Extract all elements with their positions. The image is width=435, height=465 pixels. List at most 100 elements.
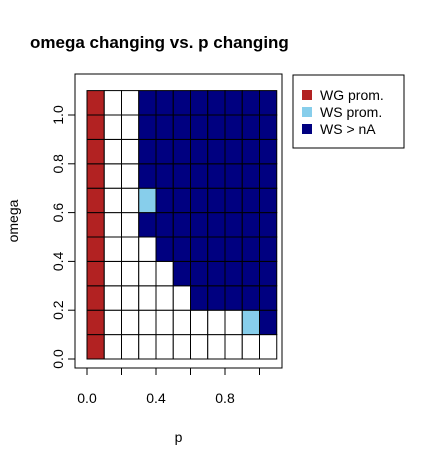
heatmap-cell: [241, 285, 260, 311]
heatmap-cell: [103, 163, 122, 189]
heatmap-cell: [155, 334, 174, 360]
heatmap-cell: [86, 309, 105, 336]
heatmap-cell: [224, 260, 243, 287]
heatmap-cell: [121, 309, 140, 336]
heatmap-cell: [138, 285, 157, 311]
heatmap-cell: [259, 163, 278, 189]
heatmap-cell: [172, 138, 191, 165]
heatmap-cell: [190, 309, 209, 336]
heatmap-cell: [103, 187, 122, 214]
heatmap-cell: [155, 138, 174, 165]
heatmap-cell: [121, 236, 140, 262]
heatmap-cell: [241, 236, 260, 262]
heatmap-cell: [155, 187, 174, 214]
heatmap-cell: [207, 138, 226, 165]
heatmap-cell: [155, 260, 174, 287]
heatmap-cell: [190, 138, 209, 165]
heatmap-cell: [190, 90, 209, 116]
heatmap-cell: [103, 309, 122, 336]
heatmap-cell: [190, 334, 209, 360]
heatmap-cell: [259, 260, 278, 287]
y-tick-label: 0.4: [50, 251, 66, 271]
heatmap-cell: [172, 334, 191, 360]
heatmap-cell: [155, 114, 174, 140]
heatmap-cell: [103, 334, 122, 360]
heatmap-cell: [241, 187, 260, 214]
heatmap-cell: [172, 90, 191, 116]
heatmap-cell: [138, 260, 157, 287]
heatmap-cell: [121, 212, 140, 238]
heatmap-cell: [207, 163, 226, 189]
heatmap-cell: [207, 309, 226, 336]
heatmap-cell: [121, 90, 140, 116]
heatmap-cell: [190, 212, 209, 238]
heatmap-cell: [155, 212, 174, 238]
heatmap-cell: [259, 236, 278, 262]
heatmap-cell: [103, 260, 122, 287]
x-tick-label: 0.8: [215, 390, 235, 406]
legend-swatch: [302, 90, 312, 100]
heatmap-cell: [86, 212, 105, 238]
heatmap-cell: [103, 212, 122, 238]
heatmap-cell: [224, 334, 243, 360]
x-axis: 0.0 0.4 0.8: [77, 367, 260, 406]
heatmap-cell: [190, 236, 209, 262]
heatmap-cell: [86, 334, 105, 360]
heatmap-cell: [86, 138, 105, 165]
heatmap-cell: [86, 260, 105, 287]
heatmap-cell: [138, 187, 157, 214]
heatmap-cell: [172, 212, 191, 238]
heatmap-cell: [207, 187, 226, 214]
x-tick-label: 0.4: [146, 390, 166, 406]
heatmap-cell: [190, 260, 209, 287]
legend: WG prom.WS prom.WS > nA: [292, 74, 405, 149]
heatmap-cell: [259, 212, 278, 238]
y-tick-label: 1.0: [50, 105, 66, 125]
heatmap-cell: [172, 114, 191, 140]
legend-swatch: [302, 107, 312, 117]
chart-title: omega changing vs. p changing: [30, 33, 289, 52]
heatmap-cell: [207, 260, 226, 287]
heatmap-cell: [241, 163, 260, 189]
heatmap-cell: [155, 309, 174, 336]
heatmap-cell: [241, 114, 260, 140]
heatmap-cell: [207, 236, 226, 262]
heatmap-cell: [121, 187, 140, 214]
heatmap-cell: [86, 114, 105, 140]
heatmap-cell: [138, 309, 157, 336]
heatmap-cell: [172, 260, 191, 287]
heatmap-cell: [103, 138, 122, 165]
heatmap-cell: [121, 334, 140, 360]
heatmap-cell: [138, 114, 157, 140]
y-tick-label: 0.2: [50, 300, 66, 320]
heatmap-cell: [259, 138, 278, 165]
heatmap-cell: [207, 334, 226, 360]
heatmap-cell: [155, 90, 174, 116]
heatmap-cell: [155, 236, 174, 262]
heatmap-cell: [259, 187, 278, 214]
heatmap-cell: [86, 187, 105, 214]
heatmap-cell: [121, 138, 140, 165]
heatmap-cell: [172, 163, 191, 189]
legend-label: WS prom.: [320, 104, 382, 120]
heatmap-cell: [259, 114, 278, 140]
heatmap-cell: [121, 260, 140, 287]
heatmap-cell: [121, 114, 140, 140]
heatmap-cell: [138, 212, 157, 238]
heatmap-cell: [241, 90, 260, 116]
heatmap-cell: [121, 285, 140, 311]
heatmap-cell: [190, 163, 209, 189]
heatmap-cell: [259, 334, 278, 360]
heatmap-cell: [190, 187, 209, 214]
heatmap-cell: [241, 212, 260, 238]
heatmap-cell: [138, 236, 157, 262]
heatmap-cell: [259, 309, 278, 336]
x-tick-label: 0.0: [77, 390, 97, 406]
legend-label: WG prom.: [320, 87, 384, 103]
heatmap-cell: [138, 163, 157, 189]
y-tick-label: 0.6: [50, 203, 66, 223]
heatmap-cells: [86, 90, 278, 360]
heatmap-cell: [241, 334, 260, 360]
heatmap-cell: [224, 212, 243, 238]
